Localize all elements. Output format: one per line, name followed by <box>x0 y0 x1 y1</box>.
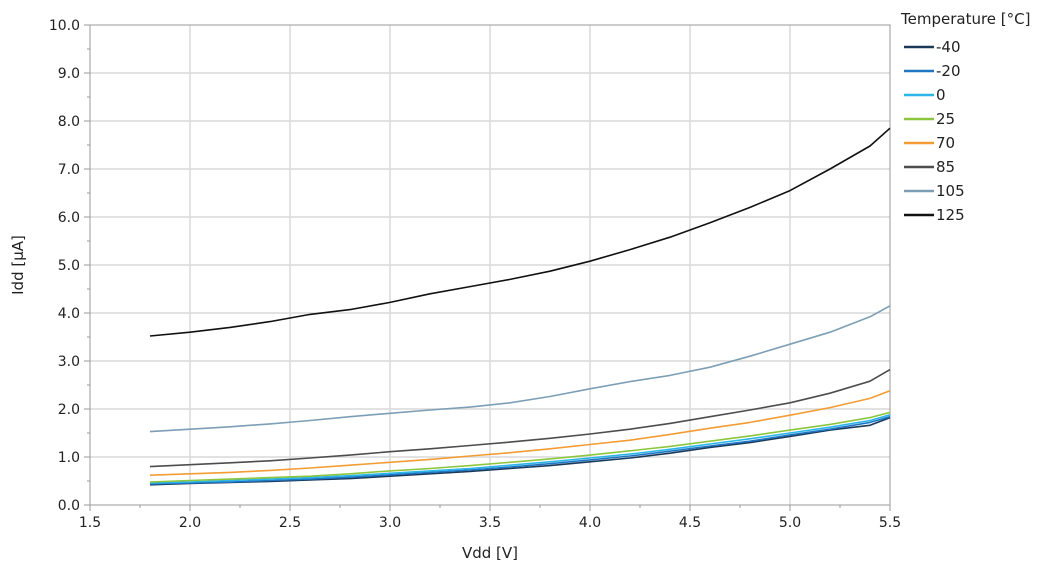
y-tick-label: 9.0 <box>58 66 80 82</box>
series-line--40 <box>149 416 891 486</box>
legend-items: -40 -20 0 25 70 85 105 125 <box>904 38 965 224</box>
y-tick-label: 3.0 <box>58 354 80 370</box>
legend-title: Temperature [°C] <box>900 10 1030 28</box>
y-tick-label: 2.0 <box>58 402 80 418</box>
series-line-85 <box>149 368 891 468</box>
x-tick-label: 5.0 <box>779 515 801 531</box>
series-line--20 <box>149 415 891 485</box>
legend: Temperature [°C] -40 -20 0 25 70 85 105 125 <box>900 10 1030 224</box>
y-tick-label: 4.0 <box>58 306 80 322</box>
y-tick-label: 1.0 <box>58 450 80 466</box>
x-axis-ticks: 1.5 2.0 2.5 3.0 3.5 4.0 4.5 5.0 5.5 <box>79 505 901 531</box>
x-tick-label: 5.5 <box>879 515 901 531</box>
x-axis-title: Vdd [V] <box>462 544 518 562</box>
x-tick-label: 2.0 <box>179 515 201 531</box>
y-tick-label: 7.0 <box>58 162 80 178</box>
y-tick-label: 10.0 <box>49 18 80 34</box>
legend-label: 125 <box>936 206 965 224</box>
x-tick-label: 1.5 <box>79 515 101 531</box>
y-tick-label: 8.0 <box>58 114 80 130</box>
x-tick-label: 3.0 <box>379 515 401 531</box>
series-line-0 <box>149 414 891 484</box>
y-axis-ticks: 0.0 1.0 2.0 3.0 4.0 5.0 6.0 7.0 8.0 9.0 10.0 <box>49 18 90 514</box>
series-lines <box>149 127 891 486</box>
legend-label: 70 <box>936 134 955 152</box>
y-tick-label: 6.0 <box>58 210 80 226</box>
legend-label: 25 <box>936 110 955 128</box>
x-tick-label: 3.5 <box>479 515 501 531</box>
legend-label: 105 <box>936 182 965 200</box>
y-tick-label: 0.0 <box>58 498 80 514</box>
series-line-70 <box>149 390 891 476</box>
y-tick-label: 5.0 <box>58 258 80 274</box>
grid <box>90 25 890 505</box>
x-tick-label: 4.5 <box>679 515 701 531</box>
x-tick-label: 4.0 <box>579 515 601 531</box>
legend-label: 85 <box>936 158 955 176</box>
series-line-105 <box>149 305 891 433</box>
legend-label: -40 <box>936 38 961 56</box>
legend-label: 0 <box>936 86 946 104</box>
legend-label: -20 <box>936 62 961 80</box>
x-tick-label: 2.5 <box>279 515 301 531</box>
series-line-125 <box>149 127 891 337</box>
y-axis-title: Idd [µA] <box>9 235 27 295</box>
series-line-25 <box>149 411 891 483</box>
